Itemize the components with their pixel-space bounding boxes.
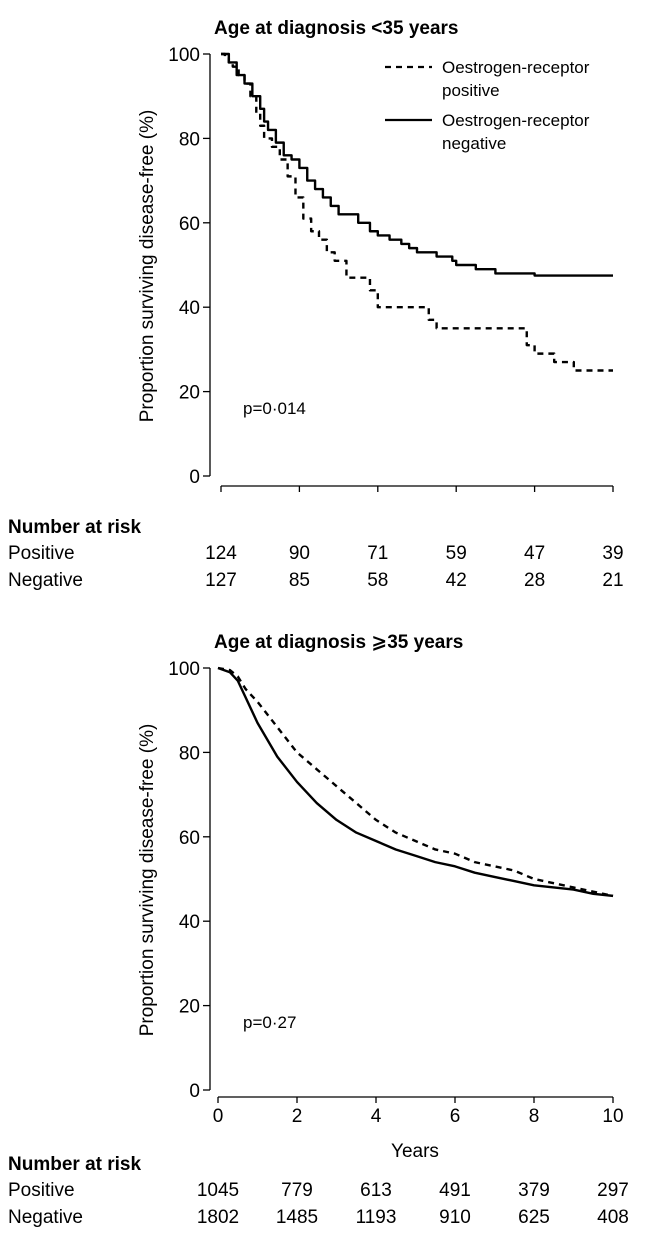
risk-value: 42 [446,570,467,591]
y-tick-label: 60 [179,214,200,235]
risk-row-label: Negative [8,1207,83,1228]
risk-value: 1193 [356,1207,397,1228]
risk-value: 71 [367,543,388,564]
risk-value: 59 [446,543,467,564]
legend-label-negative-line1: Oestrogen-receptor [442,111,590,130]
risk-values: 124 90 71 59 47 39 127 85 58 42 28 21 [205,543,623,591]
risk-value: 910 [439,1207,471,1228]
legend-label-positive-line1: Oestrogen-receptor [442,58,590,77]
x-axis-label: Years [391,1141,439,1162]
chart-panel-under-35: Age at diagnosis <35 years Proportion su… [8,18,624,591]
legend: Oestrogen-receptor positive Oestrogen-re… [385,58,590,153]
x-tick-label: 4 [371,1106,382,1127]
y-tick-label: 80 [179,743,200,764]
x-tick-label: 2 [292,1106,303,1127]
risk-value: 379 [518,1180,550,1201]
risk-value: 1485 [276,1207,318,1228]
axes: 0 20 40 60 80 100 0 2 4 6 8 10 [168,659,623,1127]
risk-value: 21 [602,570,623,591]
risk-value: 408 [597,1207,629,1228]
x-tick-label: 10 [602,1106,623,1127]
risk-value: 625 [518,1207,550,1228]
risk-value: 39 [602,543,623,564]
risk-value: 779 [281,1180,313,1201]
number-at-risk-table: Number at risk Positive Negative 1045 779… [8,1154,629,1228]
x-tick-label: 8 [529,1106,540,1127]
series-line-negative [221,52,613,277]
series-layer [217,666,614,898]
chart-panel-35-and-over: Age at diagnosis ⩾35 years Proportion su… [8,632,629,1228]
risk-value: 297 [597,1180,629,1201]
legend-label-positive-line2: positive [442,81,500,100]
y-axis-label: Proportion surviving disease-free (%) [137,110,158,423]
y-tick-label: 80 [179,129,200,150]
p-value-annotation: p=0·014 [243,399,306,418]
x-tick-label: 6 [450,1106,461,1127]
chart-title: Age at diagnosis ⩾35 years [214,632,463,653]
series-line-positive [217,666,614,898]
y-tick-label: 60 [179,828,200,849]
y-tick-label: 100 [168,659,200,680]
number-at-risk-heading: Number at risk [8,1154,141,1175]
number-at-risk-table: Number at risk Positive Negative 124 90 71… [8,517,624,591]
risk-value: 90 [289,543,310,564]
y-tick-label: 40 [179,912,200,933]
y-tick-label: 40 [179,298,200,319]
risk-value: 124 [205,543,237,564]
risk-row-label: Positive [8,543,75,564]
risk-value: 613 [360,1180,392,1201]
p-value-annotation: p=0·27 [243,1013,296,1032]
axes: 0 20 40 60 80 100 [168,45,614,492]
y-tick-label: 0 [189,467,200,488]
risk-value: 85 [289,570,310,591]
y-axis-label: Proportion surviving disease-free (%) [137,724,158,1037]
risk-value: 127 [205,570,237,591]
series-layer [221,52,613,372]
y-tick-label: 100 [168,45,200,66]
series-line-negative [217,666,614,898]
risk-row-label: Negative [8,570,83,591]
y-tick-label: 20 [179,383,200,404]
number-at-risk-heading: Number at risk [8,517,141,538]
legend-label-negative-line2: negative [442,134,506,153]
series-line-positive [221,52,613,372]
chart-title: Age at diagnosis <35 years [214,18,458,39]
risk-value: 491 [439,1180,471,1201]
risk-value: 47 [524,543,545,564]
risk-value: 28 [524,570,545,591]
risk-row-label: Positive [8,1180,75,1201]
risk-value: 1045 [197,1180,239,1201]
y-tick-label: 20 [179,997,200,1018]
y-tick-label: 0 [189,1081,200,1102]
risk-value: 58 [367,570,388,591]
risk-value: 1802 [197,1207,239,1228]
risk-values: 1045 779 613 491 379 297 1802 1485 1193 910 625 408 [197,1180,629,1228]
x-tick-label: 0 [213,1106,224,1127]
